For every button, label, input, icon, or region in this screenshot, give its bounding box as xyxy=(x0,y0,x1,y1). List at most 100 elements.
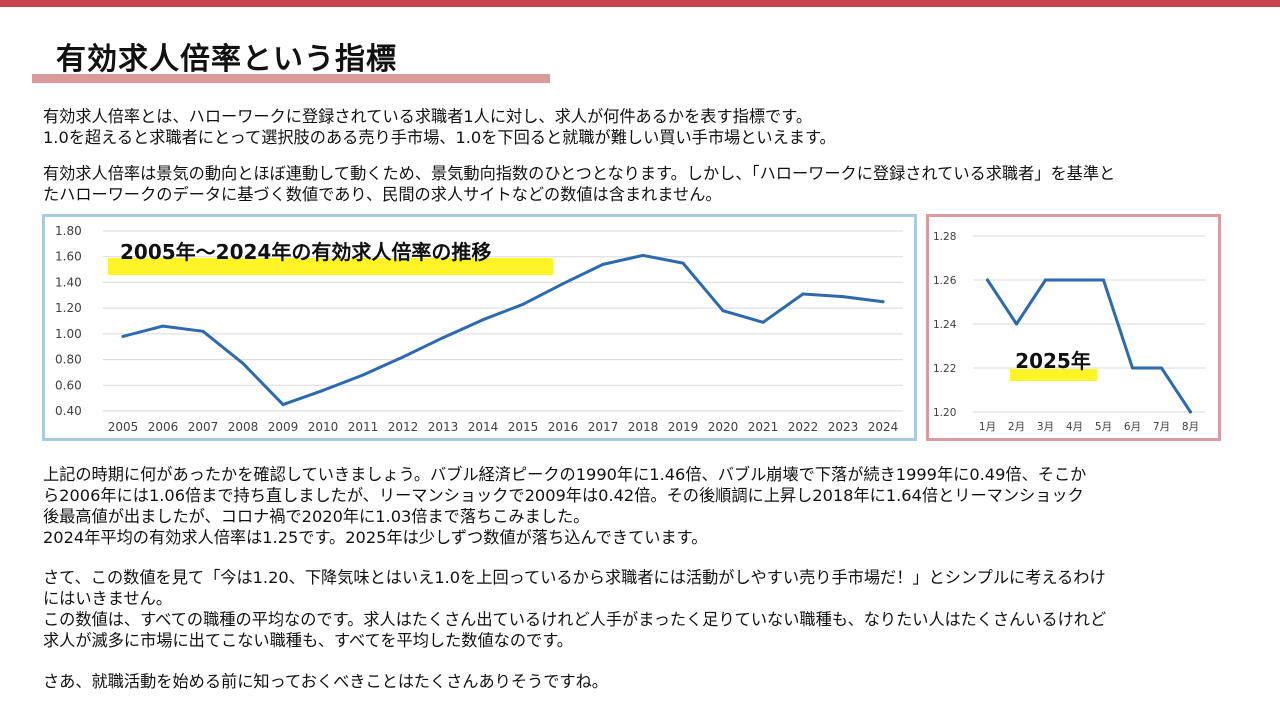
data-point xyxy=(441,336,445,340)
x-tick-label: 2016 xyxy=(548,420,579,434)
series-line xyxy=(121,253,885,407)
data-point xyxy=(1015,322,1018,326)
x-tick-label: 2010 xyxy=(308,420,339,434)
data-point xyxy=(361,373,365,377)
x-tick-label: 2019 xyxy=(668,420,699,434)
data-point xyxy=(1102,278,1105,282)
x-tick-label: 2023 xyxy=(828,420,859,434)
chart-title-highlight xyxy=(108,258,553,275)
data-point xyxy=(1044,278,1047,282)
x-tick-label: 2007 xyxy=(188,420,219,434)
text-line: さあ、就職活動を始める前に知っておくべきことはたくさんありそうですね。 xyxy=(43,672,608,691)
y-tick-label: 1.28 xyxy=(933,231,956,243)
y-tick-label: 1.80 xyxy=(55,224,82,238)
data-point xyxy=(761,320,765,324)
x-tick-label: 3月 xyxy=(1037,421,1054,433)
y-tick-label: 1.20 xyxy=(55,301,82,315)
chart-2005-2024: 0.40 0.60 0.80 1.00 1.20 1.40 1.60 1.80 2005 2006… xyxy=(42,214,917,441)
data-point xyxy=(281,403,285,407)
paragraph-closing: さあ、就職活動を始める前に知っておくべきことはたくさんありそうですね。 xyxy=(43,671,1233,692)
data-point xyxy=(801,292,805,296)
x-tick-label: 2020 xyxy=(708,420,739,434)
data-point xyxy=(601,262,605,266)
x-tick-label: 6月 xyxy=(1124,421,1141,433)
data-point xyxy=(1131,366,1134,370)
y-tick-label: 1.24 xyxy=(933,319,957,331)
y-tick-label: 1.26 xyxy=(933,275,957,287)
text-line: 上記の時期に何があったかを確認していきましょう。バブル経済ピークの1990年に1… xyxy=(43,465,1087,484)
chart-2025-svg: 1.20 1.22 1.24 1.26 1.28 1月 2月 3月 4月 5月 6月 7月 8月 2025… xyxy=(933,231,1205,433)
x-tick-label: 2008 xyxy=(228,420,259,434)
x-tick-label: 2005 xyxy=(108,420,139,434)
text-line: 求人が滅多に市場に出てこない職種も、すべてを平均した数値なのです。 xyxy=(43,631,573,650)
y-tick-label: 1.00 xyxy=(55,327,82,341)
text-line: にはいきません。 xyxy=(43,589,173,608)
chart-title: 2005年～2024年の有効求人倍率の推移 xyxy=(120,240,491,264)
x-tick-label: 1月 xyxy=(979,421,996,433)
data-point xyxy=(481,318,485,322)
x-tick-label: 8月 xyxy=(1182,421,1199,433)
data-point xyxy=(1160,366,1163,370)
data-point xyxy=(986,278,989,282)
data-point xyxy=(841,295,845,299)
y-tick-label: 1.60 xyxy=(55,250,82,264)
data-point xyxy=(401,355,405,359)
y-tick-label: 1.22 xyxy=(933,363,956,375)
y-tick-label: 0.60 xyxy=(55,378,82,392)
text-line: 2024年平均の有効求人倍率は1.25です。2025年は少しずつ数値が落ち込んで… xyxy=(43,528,708,547)
top-accent-bar xyxy=(0,0,1280,7)
text-line: 有効求人倍率は景気の動向とほぼ連動して動くため、景気動向指数のひとつとなります。… xyxy=(43,164,1116,183)
text-line: 後最高値が出ましたが、コロナ禍で2020年に1.03倍まで落ちこみました。 xyxy=(43,507,590,526)
text-line: さて、この数値を見て「今は1.20、下降気味とはいえ1.0を上回っているから求職… xyxy=(43,568,1106,587)
x-tick-label: 2009 xyxy=(268,420,299,434)
paragraph-history: 上記の時期に何があったかを確認していきましょう。バブル経済ピークの1990年に1… xyxy=(43,464,1233,548)
text-line: 有効求人倍率とは、ハローワークに登録されている求職者1人に対し、求人が何件あるか… xyxy=(43,107,813,126)
x-tick-label: 5月 xyxy=(1095,421,1112,433)
paragraph-average-caution: さて、この数値を見て「今は1.20、下降気味とはいえ1.0を上回っているから求職… xyxy=(43,567,1233,651)
x-tick-label: 2011 xyxy=(348,420,379,434)
y-tick-label: 0.80 xyxy=(55,353,82,367)
x-tick-label: 2013 xyxy=(428,420,459,434)
series-line xyxy=(986,278,1192,414)
chart-2025: 1.20 1.22 1.24 1.26 1.28 1月 2月 3月 4月 5月 6月 7月 8月 2025… xyxy=(926,214,1221,441)
data-point xyxy=(241,361,245,365)
x-tick-label: 2021 xyxy=(748,420,779,434)
text-line: ら2006年には1.06倍まで持ち直しましたが、リーマンショックで2009年は0… xyxy=(43,486,1084,505)
x-tick-label: 2015 xyxy=(508,420,539,434)
data-point xyxy=(681,261,685,265)
data-point xyxy=(201,329,205,333)
x-tick-label: 2017 xyxy=(588,420,619,434)
x-tick-label: 2012 xyxy=(388,420,419,434)
data-point xyxy=(521,302,525,306)
data-point xyxy=(721,309,725,313)
data-point xyxy=(1189,410,1192,414)
x-tick-label: 7月 xyxy=(1153,421,1170,433)
data-point xyxy=(641,253,645,257)
text-line: 1.0を超えると求職者にとって選択肢のある売り手市場、1.0を下回ると就職が難し… xyxy=(43,128,836,147)
title-underline xyxy=(32,74,550,83)
x-tick-label: 2024 xyxy=(868,420,899,434)
y-tick-label: 0.40 xyxy=(55,404,82,418)
data-point xyxy=(1073,278,1076,282)
paragraph-definition: 有効求人倍率とは、ハローワークに登録されている求職者1人に対し、求人が何件あるか… xyxy=(43,106,1233,148)
text-line: この数値は、すべての職種の平均なのです。求人はたくさん出ているけれど人手がまった… xyxy=(43,610,1107,629)
x-tick-label: 4月 xyxy=(1066,421,1083,433)
x-tick-label: 2022 xyxy=(788,420,819,434)
x-tick-label: 2006 xyxy=(148,420,179,434)
x-tick-label: 2018 xyxy=(628,420,659,434)
x-tick-label: 2月 xyxy=(1008,421,1025,433)
y-tick-label: 1.40 xyxy=(55,275,82,289)
data-point xyxy=(321,388,325,392)
paragraph-economy-link: 有効求人倍率は景気の動向とほぼ連動して動くため、景気動向指数のひとつとなります。… xyxy=(43,163,1233,205)
chart-title: 2025年 xyxy=(1015,349,1091,373)
data-point xyxy=(121,334,125,338)
page-title: 有効求人倍率という指標 xyxy=(56,42,397,77)
y-tick-label: 1.20 xyxy=(933,407,956,419)
text-line: たハローワークのデータに基づく数値であり、民間の求人サイトなどの数値は含まれませ… xyxy=(43,185,722,204)
data-point xyxy=(561,282,565,286)
chart-2005-2024-svg: 0.40 0.60 0.80 1.00 1.20 1.40 1.60 1.80 2005 2006… xyxy=(55,224,903,434)
data-point xyxy=(161,324,165,328)
x-tick-label: 2014 xyxy=(468,420,499,434)
data-point xyxy=(881,300,885,304)
chart-title-highlight xyxy=(1010,369,1097,381)
